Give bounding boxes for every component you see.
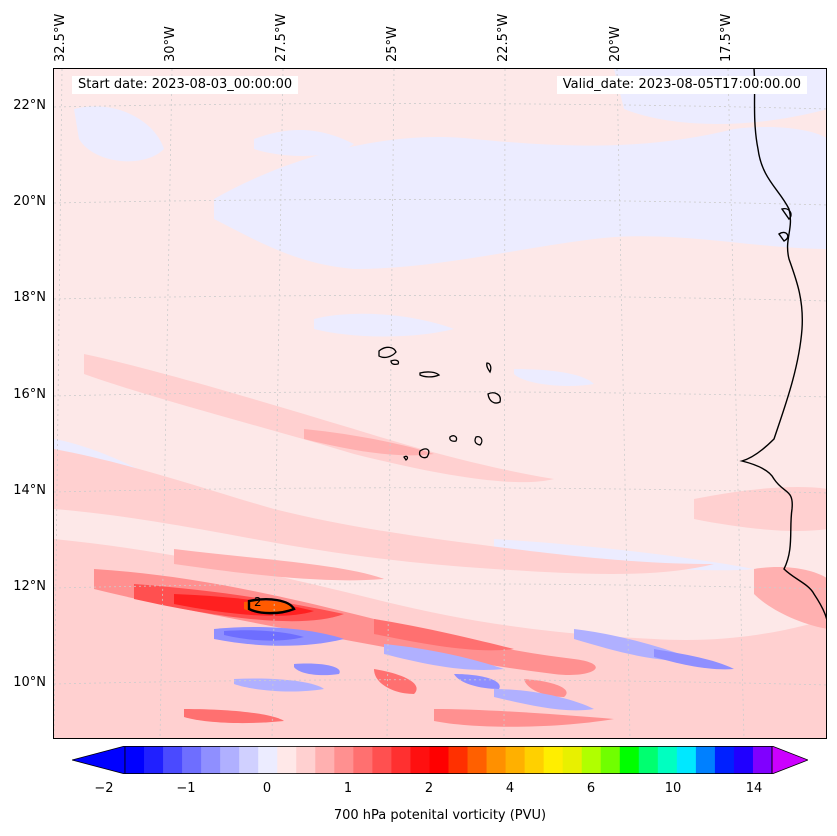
colorbar-swatch — [543, 746, 564, 774]
colorbar-tick-label: 0 — [262, 781, 272, 796]
lon-label: 30°W — [163, 26, 178, 62]
colorbar-swatch — [353, 746, 373, 774]
colorbar-swatch — [429, 746, 449, 774]
colorbar-swatch — [163, 746, 183, 774]
colorbar-tick-label: 6 — [586, 781, 596, 796]
colorbar-swatch — [657, 746, 678, 774]
colorbar-swatch — [695, 746, 716, 774]
lon-label: 20°W — [608, 26, 623, 62]
colorbar-tick-label: 4 — [505, 781, 515, 796]
lon-label: 22.5°W — [496, 13, 511, 62]
start-date-label: Start date: 2023-08-03_00:00:00 — [72, 76, 299, 94]
pv-maximum-band — [94, 569, 614, 727]
colorbar-under-arrow — [72, 746, 126, 774]
map-panel[interactable]: 2 — [53, 68, 827, 739]
colorbar-swatch — [201, 746, 221, 774]
lon-label: 17.5°W — [719, 13, 734, 62]
colorbar-swatch — [448, 746, 469, 774]
colorbar-swatch — [619, 746, 640, 774]
positive-pv-field — [54, 354, 826, 738]
contour-label: 2 — [254, 595, 262, 609]
lat-label: 20°N — [13, 194, 46, 209]
valid-date-label: Valid_date: 2023-08-05T17:00:00.00 — [556, 76, 807, 94]
lat-label: 10°N — [13, 675, 46, 690]
colorbar-swatch — [296, 746, 316, 774]
colorbar-swatch — [524, 746, 545, 774]
colorbar-swatch — [410, 746, 430, 774]
colorbar-swatch — [182, 746, 202, 774]
colorbar-swatch — [334, 746, 354, 774]
colorbar-swatch — [372, 746, 392, 774]
lon-label: 25°W — [385, 26, 400, 62]
colorbar-swatch — [277, 746, 297, 774]
colorbar-swatch — [676, 746, 697, 774]
colorbar-swatch — [144, 746, 164, 774]
colorbar-swatch — [733, 746, 754, 774]
map-canvas: 2 — [54, 69, 826, 738]
colorbar-swatch — [752, 746, 773, 774]
colorbar-tick-label: −2 — [94, 781, 114, 796]
lat-label: 22°N — [13, 98, 46, 113]
colorbar-swatch — [562, 746, 583, 774]
colorbar-border — [124, 746, 773, 774]
graticule — [54, 69, 826, 738]
colorbar-swatch — [315, 746, 335, 774]
lat-label: 18°N — [13, 290, 46, 305]
colorbar-swatch — [125, 746, 145, 774]
colorbar-swatch — [391, 746, 411, 774]
colorbar-swatch — [505, 746, 526, 774]
colorbar — [72, 746, 808, 774]
cape-verde-islands — [378, 346, 501, 461]
lat-label: 12°N — [13, 579, 46, 594]
colorbar-swatch — [638, 746, 659, 774]
colorbar-swatch — [714, 746, 735, 774]
lon-label: 27.5°W — [274, 13, 289, 62]
pv-minimum-band — [214, 627, 734, 711]
colorbar-tick-label: −1 — [176, 781, 196, 796]
colorbar-tick-label: 10 — [664, 781, 682, 796]
colorbar-tick-label: 14 — [745, 781, 763, 796]
colorbar-swatch — [486, 746, 507, 774]
colorbar-swatch — [258, 746, 278, 774]
colorbar-tick-label: 2 — [424, 781, 434, 796]
pv-contour: 2 — [247, 595, 296, 615]
colorbar-over-arrow — [771, 746, 808, 774]
colorbar-swatch — [220, 746, 240, 774]
lat-label: 16°N — [13, 387, 46, 402]
lat-label: 14°N — [13, 483, 46, 498]
colorbar-tick-label: 1 — [343, 781, 353, 796]
colorbar-title: 700 hPa potenital vorticity (PVU) — [333, 808, 547, 823]
colorbar-swatch — [600, 746, 621, 774]
coastline — [739, 69, 826, 620]
colorbar-swatch — [581, 746, 602, 774]
colorbar-swatch — [239, 746, 259, 774]
colorbar-swatch — [467, 746, 488, 774]
lon-label: 32.5°W — [53, 13, 68, 62]
